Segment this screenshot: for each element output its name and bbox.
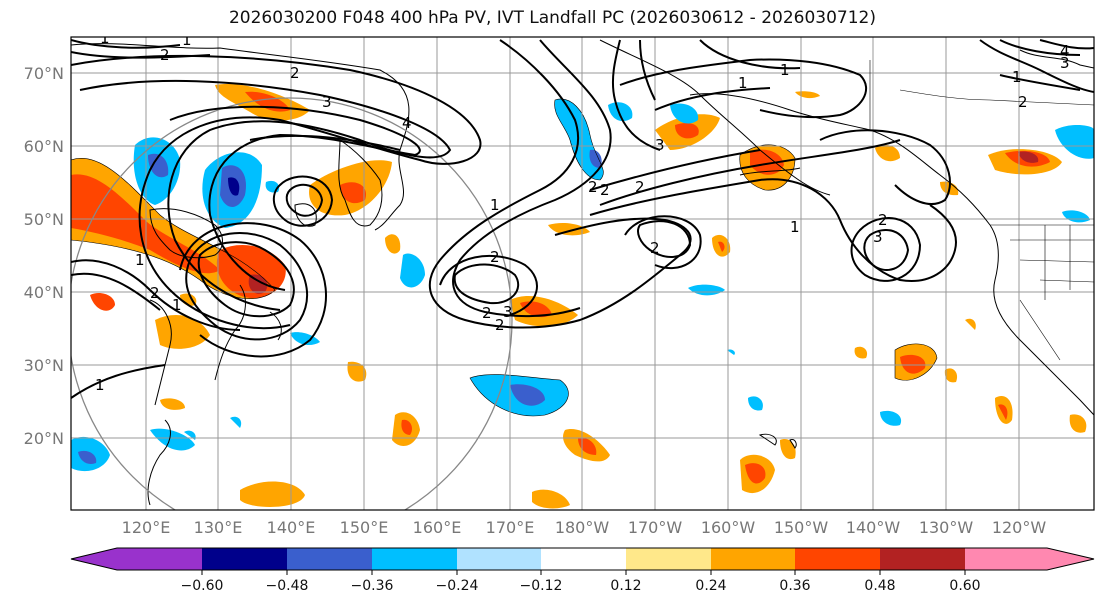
colorbar-bin	[287, 548, 372, 570]
colorbar-tick-label: −0.48	[266, 578, 309, 594]
colorbar-tick-label: 0.12	[610, 578, 641, 594]
colorbar-bin	[880, 548, 965, 570]
contour-label: 2	[600, 181, 610, 199]
contour-label: 1	[738, 74, 748, 92]
colorbar-ticks	[201, 570, 966, 575]
lon-label: 160°W	[701, 518, 756, 537]
map-frame	[70, 36, 1095, 511]
colorbar-bin	[541, 548, 626, 570]
lon-label: 140°E	[267, 518, 316, 537]
contour-label: 3	[873, 228, 883, 246]
landfall-radius-circle	[71, 97, 513, 510]
lon-label: 150°E	[340, 518, 389, 537]
colorbar: −0.60 −0.48 −0.36 −0.24 −0.12 0.12 0.24 …	[70, 547, 1095, 594]
contour-label: 2	[150, 284, 160, 302]
contour-label: 1	[100, 29, 110, 47]
contour-label: 2	[160, 46, 170, 64]
lon-label: 170°E	[486, 518, 535, 537]
colorbar-tick-label: 0.60	[949, 578, 980, 594]
contour-label: 1	[780, 61, 790, 79]
lon-label: 180°W	[555, 518, 610, 537]
colorbar-extend-high	[1047, 548, 1094, 570]
contour-label: 1	[1012, 68, 1022, 86]
contour-label: 4	[402, 114, 412, 132]
colorbar-tick-label: 0.48	[864, 578, 895, 594]
lat-label: 30°N	[24, 356, 64, 375]
colorbar-bin	[372, 548, 457, 570]
lat-label: 60°N	[24, 137, 64, 156]
positive-anomaly-shading	[71, 84, 1087, 509]
map-title: 2026030200 F048 400 hPa PV, IVT Landfall…	[228, 8, 876, 28]
colorbar-tick-label: −0.36	[351, 578, 394, 594]
contour-label: 2	[878, 211, 888, 229]
colorbar-bin	[711, 548, 795, 570]
colorbar-tick-label: −0.60	[181, 578, 224, 594]
contour-label: 1	[172, 296, 182, 314]
colorbar-extend-low	[71, 548, 117, 570]
shading-outlines	[71, 98, 938, 417]
contour-label: 4	[1060, 42, 1070, 60]
latitude-labels: 70°N 60°N 50°N 40°N 30°N 20°N	[24, 64, 64, 448]
colorbar-bin	[202, 548, 287, 570]
political-borders	[869, 60, 1094, 361]
colorbar-bin	[795, 548, 880, 570]
contour-label: 1	[182, 31, 192, 49]
lat-label: 70°N	[24, 64, 64, 83]
contour-label: 3	[655, 136, 665, 154]
contour-label: 2	[650, 239, 660, 257]
colorbar-bin	[117, 548, 202, 570]
contour-label: 1	[490, 196, 500, 214]
contour-label: 1	[790, 218, 800, 236]
contour-label: 3	[503, 303, 513, 321]
contour-label: 2	[290, 64, 300, 82]
lon-label: 130°W	[919, 518, 974, 537]
lon-label: 170°W	[628, 518, 683, 537]
contour-label: 2	[1018, 93, 1028, 111]
contour-label: 2	[588, 178, 598, 196]
longitude-labels: 120°E 130°E 140°E 150°E 160°E 170°E 180°…	[122, 518, 1047, 537]
lon-label: 160°E	[413, 518, 462, 537]
map-content: 1 2 1 2 3 4 1 1 2 3 2 2 1 2 3 2 3 2 2 2 …	[71, 29, 1094, 510]
colorbar-tick-label: 0.24	[695, 578, 726, 594]
contour-label: 1	[95, 376, 105, 394]
colorbar-bin	[965, 548, 1047, 570]
contour-label: 2	[635, 178, 645, 196]
contour-label: 2	[490, 248, 500, 266]
colorbar-tick-label: −0.12	[520, 578, 563, 594]
lon-label: 130°E	[194, 518, 243, 537]
lon-label: 150°W	[774, 518, 829, 537]
coastlines	[71, 39, 1094, 506]
lon-label: 120°E	[122, 518, 171, 537]
lat-label: 20°N	[24, 429, 64, 448]
contour-label: 2	[482, 304, 492, 322]
colorbar-outline	[70, 547, 1095, 571]
contour-label: 2	[495, 316, 505, 334]
lon-label: 120°W	[992, 518, 1047, 537]
lat-label: 50°N	[24, 210, 64, 229]
colorbar-bin	[457, 548, 541, 570]
pv-contours	[71, 39, 1094, 399]
colorbar-tick-label: 0.36	[779, 578, 810, 594]
contour-label: 1	[135, 251, 145, 269]
colorbar-bin	[626, 548, 711, 570]
colorbar-tick-label: −0.24	[436, 578, 479, 594]
contour-label: 3	[322, 93, 332, 111]
lat-label: 40°N	[24, 283, 64, 302]
lon-label: 140°W	[846, 518, 901, 537]
pv-contour-labels: 1 2 1 2 3 4 1 1 2 3 2 2 1 2 3 2 3 2 2 2 …	[95, 29, 1070, 394]
contour-label: 3	[1060, 54, 1070, 72]
